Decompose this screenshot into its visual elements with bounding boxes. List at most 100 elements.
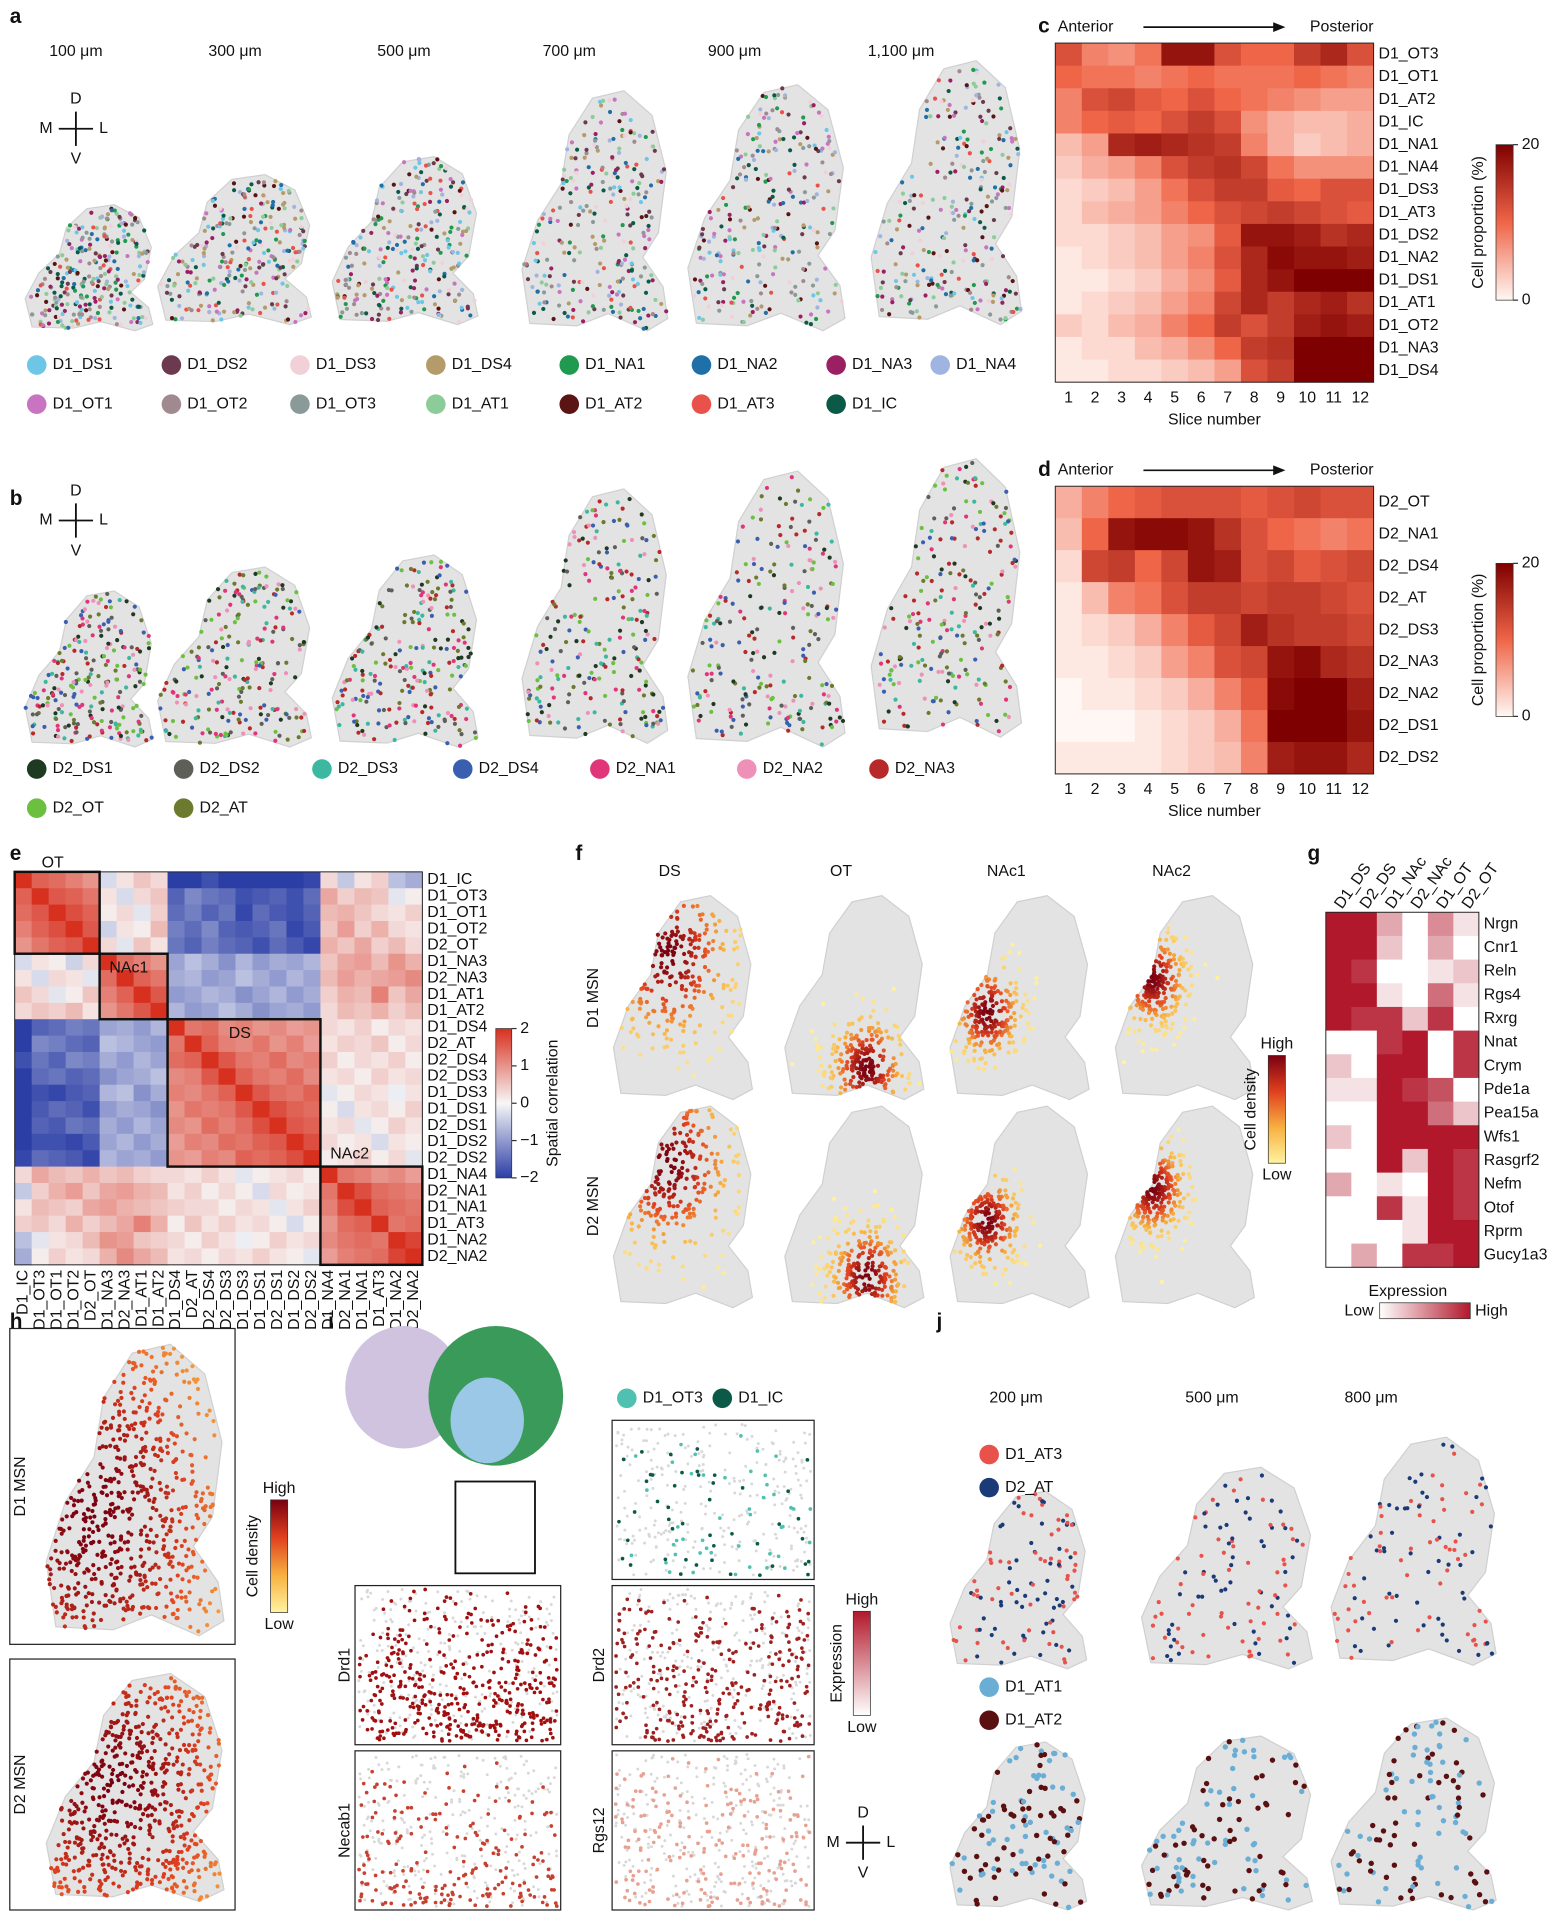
cell-dot [54,717,58,721]
cell-dot [791,635,795,639]
heatmap-cell [1267,337,1294,360]
cell-dot [780,110,784,114]
heatmap-cell [354,1003,371,1020]
cell-dot [539,650,543,654]
cell-dot [605,566,609,570]
cell-dot [436,248,440,252]
cell-dot [599,120,603,124]
heatmap-cell [1161,710,1188,742]
cell-dot [883,1082,887,1086]
heatmap-cell [286,872,303,889]
cell-dot [92,259,96,263]
cell-dot [903,201,907,205]
cell-dot [719,1160,723,1164]
heatmap-cell [388,1003,405,1020]
cell-dot [846,1269,850,1273]
cell-dot [248,214,252,218]
cell-dot [526,712,530,716]
heatmap-cell [1082,710,1109,742]
cell-dot [425,179,429,183]
cell-dot [947,671,951,675]
cell-dot [791,195,795,199]
cell-dot [630,589,634,593]
cell-dot [836,1281,840,1285]
cell-dot [395,248,399,252]
cell-dot [651,1032,655,1036]
cell-dot [404,664,408,668]
cell-dot [819,1063,823,1067]
cell-dot [868,1242,872,1246]
cell-dot [800,232,804,236]
cell-dot [778,533,782,537]
cell-dot [647,210,651,214]
cell-dot [644,291,648,295]
cell-dot [882,690,886,694]
cell-dot [78,304,82,308]
cell-dot [66,326,70,330]
heatmap-cell [1294,550,1321,582]
heatmap-cell [202,1101,219,1118]
heatmap-cell [117,1216,134,1233]
cell-dot [792,135,796,139]
cell-dot [825,128,829,132]
cell-dot [797,581,801,585]
cell-dot [598,261,602,265]
cell-dot [946,108,950,112]
cell-dot [274,616,278,620]
cell-dot [903,1087,907,1091]
heatmap-cell [185,1117,202,1134]
cell-dot [563,726,567,730]
heatmap-cell [151,1199,168,1216]
cell-dot [127,656,131,660]
cell-dot [56,276,60,280]
cell-dot [728,213,732,217]
cell-dot [731,718,735,722]
cell-dot [562,273,566,277]
row-label: Nefm [1484,1176,1522,1193]
cell-dot [970,296,974,300]
cell-dot [439,164,443,168]
cell-dot [977,638,981,642]
cell-dot [721,643,725,647]
cell-dot [639,660,643,664]
heatmap-cell [1321,179,1348,202]
cell-dot [1004,698,1008,702]
cell-dot [649,183,653,187]
cell-dot [771,189,775,193]
colorbar [1496,145,1513,300]
legend-swatch [174,759,194,779]
cell-dot [131,729,135,733]
cell-dot [62,276,66,280]
cell-dot [412,675,416,679]
cell-dot [814,317,818,321]
cell-dot [940,286,944,290]
cell-dot [851,1219,855,1223]
legend-label: D2_AT [200,799,249,816]
cell-dot [107,310,111,314]
cell-dot [681,1277,685,1281]
cell-dot [276,661,280,665]
cell-dot [69,712,73,716]
heatmap-cell [49,921,66,938]
heatmap-cell [1055,337,1082,360]
heatmap-cell [117,1068,134,1085]
cell-dot [817,1267,821,1271]
panel-label: b [10,487,23,510]
cell-dot [435,157,439,161]
cell-dot [229,730,233,734]
heatmap-cell [388,1150,405,1167]
cell-dot [167,278,171,282]
cell-dot [825,606,829,610]
cell-dot [415,207,419,211]
heatmap-cell [320,1085,337,1102]
cell-dot [704,625,708,629]
cell-dot [861,996,865,1000]
heatmap-cell [269,1232,286,1249]
cell-dot [345,678,349,682]
cell-dot [84,651,88,655]
legend-label: D1_AT1 [452,395,509,412]
x-tick-label: 10 [1298,781,1316,798]
cell-dot [137,273,141,277]
cell-dot [654,558,658,562]
cell-dot [665,1157,669,1161]
